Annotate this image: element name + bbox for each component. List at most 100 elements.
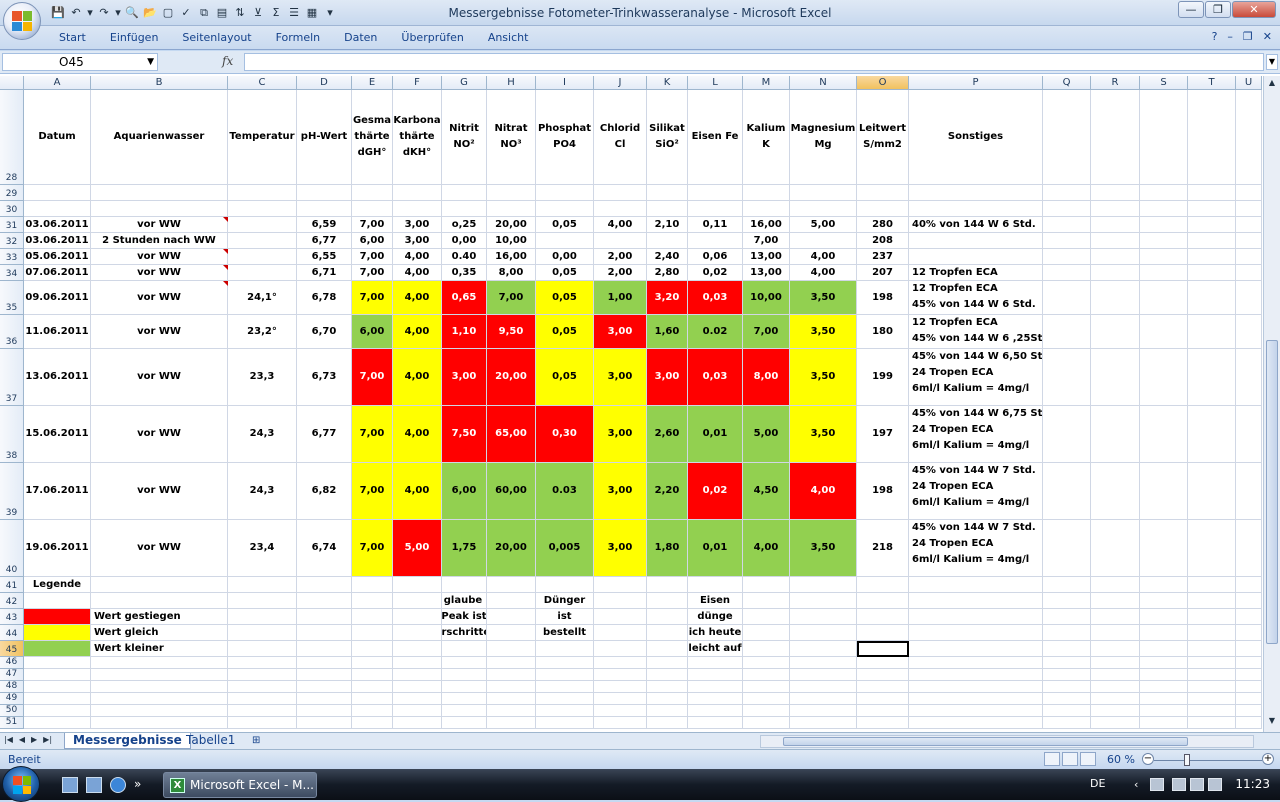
cell-b-row3[interactable]: vor WW xyxy=(91,265,228,281)
empty-cell[interactable] xyxy=(909,625,1043,641)
empty-cell[interactable] xyxy=(91,201,228,217)
empty-cell[interactable] xyxy=(1188,693,1236,705)
empty-cell[interactable] xyxy=(857,669,909,681)
cell-k-row7[interactable]: 2,60 xyxy=(647,406,688,463)
empty-cell[interactable] xyxy=(297,657,352,669)
empty-cell[interactable] xyxy=(1140,315,1188,349)
empty-cell[interactable] xyxy=(647,609,688,625)
cell-n-row4[interactable]: 3,50 xyxy=(790,281,857,315)
restore-button[interactable]: ❐ xyxy=(1205,1,1231,18)
empty-cell[interactable] xyxy=(1188,520,1236,577)
column-header-e[interactable]: E xyxy=(352,76,393,90)
column-header-n[interactable]: N xyxy=(790,76,857,90)
cell-b-row6[interactable]: vor WW xyxy=(91,349,228,406)
cell-k-row6[interactable]: 3,00 xyxy=(647,349,688,406)
cell-i-row6[interactable]: 0,05 xyxy=(536,349,594,406)
cell-j-row8[interactable]: 3,00 xyxy=(594,463,647,520)
empty-cell[interactable] xyxy=(647,625,688,641)
cell-l-row2[interactable]: 0,06 xyxy=(688,249,743,265)
empty-cell[interactable] xyxy=(536,681,594,693)
cell-b-row4[interactable]: vor WW xyxy=(91,281,228,315)
empty-cell[interactable] xyxy=(1091,520,1140,577)
cell-g-row7[interactable]: 7,50 xyxy=(442,406,487,463)
column-header-j[interactable]: J xyxy=(594,76,647,90)
empty-cell[interactable] xyxy=(91,669,228,681)
empty-cell[interactable] xyxy=(352,201,393,217)
header-g[interactable]: Nitrit NO² xyxy=(442,90,487,185)
empty-cell[interactable] xyxy=(647,669,688,681)
empty-cell[interactable] xyxy=(594,201,647,217)
empty-cell[interactable] xyxy=(393,577,442,593)
empty-cell[interactable] xyxy=(909,705,1043,717)
cell-o-row2[interactable]: 237 xyxy=(857,249,909,265)
empty-cell[interactable] xyxy=(857,593,909,609)
cell-k-row8[interactable]: 2,20 xyxy=(647,463,688,520)
cell-h-row2[interactable]: 16,00 xyxy=(487,249,536,265)
empty-cell[interactable] xyxy=(297,641,352,657)
cell-o-row1[interactable]: 208 xyxy=(857,233,909,249)
cell-h-row0[interactable]: 20,00 xyxy=(487,217,536,233)
cell-k-row5[interactable]: 1,60 xyxy=(647,315,688,349)
empty-cell[interactable] xyxy=(594,717,647,729)
ribbon-tab-6[interactable]: Ansicht xyxy=(487,31,529,44)
empty-cell[interactable] xyxy=(647,681,688,693)
note-i-0[interactable]: Dünger xyxy=(536,593,594,609)
cell-i-row9[interactable]: 0,005 xyxy=(536,520,594,577)
row-header-38[interactable]: 38 xyxy=(0,406,24,463)
cell-a-row8[interactable]: 17.06.2011 xyxy=(24,463,91,520)
empty-cell[interactable] xyxy=(297,593,352,609)
empty-cell[interactable] xyxy=(1043,717,1091,729)
cell-d-row0[interactable]: 6,59 xyxy=(297,217,352,233)
cell-c-row7[interactable]: 24,3 xyxy=(228,406,297,463)
minimize-button[interactable]: — xyxy=(1178,1,1204,18)
cell-f-row6[interactable]: 4,00 xyxy=(393,349,442,406)
empty-cell[interactable] xyxy=(297,185,352,201)
row-header-45[interactable]: 45 xyxy=(0,641,24,657)
cell-l-row7[interactable]: 0,01 xyxy=(688,406,743,463)
cell-f-row5[interactable]: 4,00 xyxy=(393,315,442,349)
empty-cell[interactable] xyxy=(688,681,743,693)
help-icon[interactable]: ? xyxy=(1211,30,1218,43)
cell-g-row0[interactable]: o,25 xyxy=(442,217,487,233)
empty-cell[interactable] xyxy=(487,625,536,641)
empty-cell[interactable] xyxy=(487,185,536,201)
empty-cell[interactable] xyxy=(487,693,536,705)
empty-cell[interactable] xyxy=(790,717,857,729)
cell-f-row0[interactable]: 3,00 xyxy=(393,217,442,233)
empty-cell[interactable] xyxy=(1043,577,1091,593)
empty-cell[interactable] xyxy=(1236,406,1262,463)
empty-cell[interactable] xyxy=(1188,669,1236,681)
empty-cell[interactable] xyxy=(297,609,352,625)
empty-cell[interactable] xyxy=(1043,185,1091,201)
empty-cell[interactable] xyxy=(790,609,857,625)
row-header-31[interactable]: 31 xyxy=(0,217,24,233)
row-header-39[interactable]: 39 xyxy=(0,463,24,520)
empty-cell[interactable] xyxy=(1140,463,1188,520)
cell-o-row9[interactable]: 218 xyxy=(857,520,909,577)
tray-expand-icon[interactable]: ‹ xyxy=(1134,778,1139,791)
empty-cell[interactable] xyxy=(1091,217,1140,233)
empty-cell[interactable] xyxy=(1043,249,1091,265)
column-header-i[interactable]: I xyxy=(536,76,594,90)
zoom-slider[interactable]: − + xyxy=(1142,753,1274,767)
cell-g-row6[interactable]: 3,00 xyxy=(442,349,487,406)
empty-cell[interactable] xyxy=(352,705,393,717)
cell-a-row3[interactable]: 07.06.2011 xyxy=(24,265,91,281)
cell-m-row8[interactable]: 4,50 xyxy=(743,463,790,520)
cell-c-row4[interactable]: 24,1° xyxy=(228,281,297,315)
row-header-36[interactable]: 36 xyxy=(0,315,24,349)
column-header-q[interactable]: Q xyxy=(1043,76,1091,90)
cell-k-row4[interactable]: 3,20 xyxy=(647,281,688,315)
cell-b-row5[interactable]: vor WW xyxy=(91,315,228,349)
cell-g-row4[interactable]: 0,65 xyxy=(442,281,487,315)
empty-cell[interactable] xyxy=(228,577,297,593)
empty-cell[interactable] xyxy=(442,705,487,717)
empty-cell[interactable] xyxy=(688,693,743,705)
empty-cell[interactable] xyxy=(857,717,909,729)
cell-o-row4[interactable]: 198 xyxy=(857,281,909,315)
scroll-up-icon[interactable]: ▲ xyxy=(1268,78,1276,87)
cell-b-row2[interactable]: vor WW xyxy=(91,249,228,265)
empty-cell[interactable] xyxy=(1188,463,1236,520)
empty-cell[interactable] xyxy=(1236,717,1262,729)
empty-cell[interactable] xyxy=(857,681,909,693)
